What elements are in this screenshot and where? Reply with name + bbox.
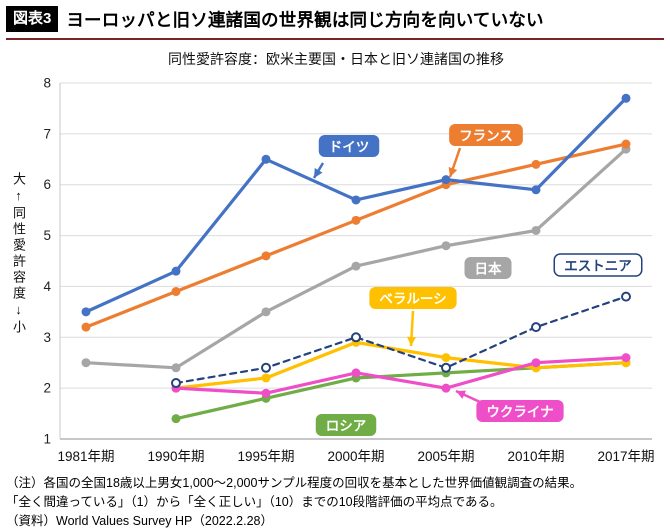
footnote-line: （資料）World Values Survey HP（2022.2.28）	[6, 513, 274, 528]
series-label: 日本	[475, 261, 502, 277]
svg-text:4: 4	[43, 279, 51, 294]
svg-text:1990年期: 1990年期	[147, 449, 204, 464]
svg-text:2000年期: 2000年期	[327, 449, 384, 464]
line-chart: 1 2 3 4 5 6 7 8 1981年期 1990年期 1995年期 2000年期 2005年期 20…	[43, 76, 654, 465]
svg-text:1: 1	[43, 432, 51, 447]
svg-text:1981年期: 1981年期	[57, 449, 114, 464]
footnotes: （注）各国の全国18歳以上男女1,000〜2,000サンプル程度の回収を基本とし…	[6, 474, 666, 530]
svg-text:8: 8	[43, 76, 51, 91]
footnote-line: 「全く間違っている」（1）から「全く正しい」（10）までの10段階評価の平均点で…	[6, 494, 503, 509]
svg-text:1995年期: 1995年期	[237, 449, 294, 464]
footnote-line: （注）各国の全国18歳以上男女1,000〜2,000サンプル程度の回収を基本とし…	[6, 476, 583, 490]
svg-text:2005年期: 2005年期	[417, 449, 474, 464]
svg-text:3: 3	[43, 330, 51, 345]
svg-text:7: 7	[43, 126, 51, 141]
figure-badge: 図表3	[6, 6, 59, 32]
series-label: ウクライナ	[486, 405, 553, 420]
series-label: ドイツ	[329, 140, 370, 155]
y-axis-title: 大↑同性愛許容度↓小	[11, 172, 26, 336]
svg-text:2: 2	[43, 381, 51, 396]
svg-text:6: 6	[43, 177, 51, 192]
chart-area: 大↑同性愛許容度↓小 1 2 3 4 5 6 7 8 1981年期 1990年期 1995年期 200…	[6, 71, 666, 471]
svg-text:2017年期: 2017年期	[597, 449, 654, 464]
svg-text:2010年期: 2010年期	[507, 449, 564, 464]
series-label: ベラルーシ	[379, 292, 446, 307]
svg-text:5: 5	[43, 228, 51, 243]
page-title: ヨーロッパと旧ソ連諸国の世界観は同じ方向を向いていない	[66, 9, 544, 30]
series-label: フランス	[459, 129, 513, 144]
series-label: エストニア	[564, 259, 632, 274]
series-label: ロシア	[326, 419, 367, 434]
figure-header: 図表3 ヨーロッパと旧ソ連諸国の世界観は同じ方向を向いていない	[6, 6, 664, 40]
chart-subtitle: 同性愛許容度：欧米主要国・日本と旧ソ連諸国の推移	[168, 51, 504, 67]
